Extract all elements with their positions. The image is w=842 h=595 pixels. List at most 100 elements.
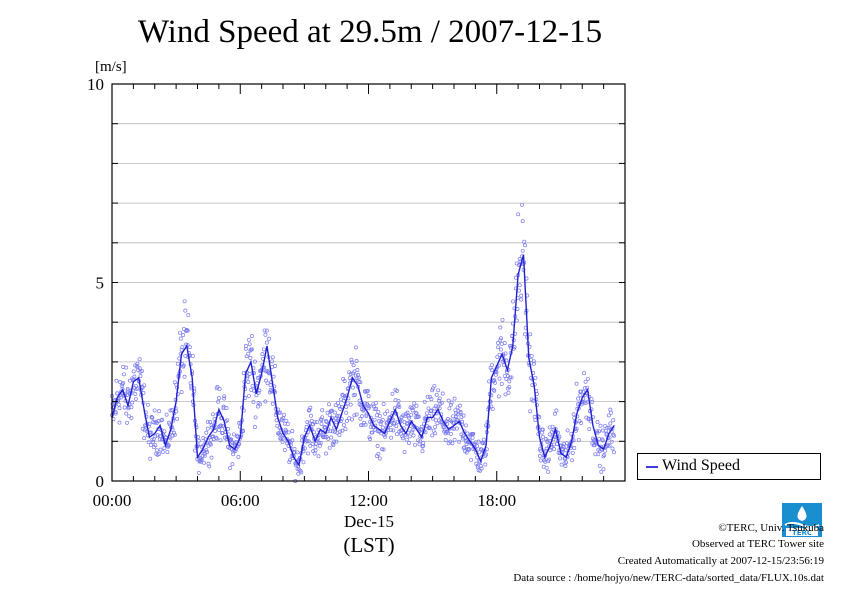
data-point xyxy=(352,369,357,374)
data-point xyxy=(531,361,536,366)
data-point xyxy=(202,453,207,458)
data-point xyxy=(380,425,385,430)
data-point xyxy=(332,429,337,434)
data-point xyxy=(377,456,382,461)
data-point xyxy=(196,470,201,475)
data-point xyxy=(478,464,483,468)
data-point xyxy=(586,417,591,422)
data-point xyxy=(215,384,220,389)
data-point xyxy=(271,374,276,379)
data-point xyxy=(374,406,379,411)
data-point xyxy=(520,248,525,253)
data-point xyxy=(220,424,225,429)
data-point xyxy=(563,464,568,468)
data-point xyxy=(500,317,505,322)
data-point xyxy=(350,385,355,390)
data-point xyxy=(492,378,497,383)
data-point xyxy=(193,448,197,453)
data-point xyxy=(517,283,522,288)
data-point xyxy=(152,408,157,413)
data-point xyxy=(133,396,138,401)
data-point xyxy=(137,357,142,362)
data-point xyxy=(124,365,129,370)
data-point xyxy=(222,394,227,399)
data-point xyxy=(221,404,226,409)
data-point xyxy=(380,447,385,452)
data-point xyxy=(270,355,275,360)
data-point xyxy=(585,385,590,390)
data-point xyxy=(162,446,167,451)
data-point xyxy=(370,430,375,435)
data-point xyxy=(160,449,165,454)
data-point xyxy=(278,436,283,441)
data-point xyxy=(446,398,451,403)
data-point xyxy=(243,346,248,351)
data-point xyxy=(576,396,581,401)
data-point xyxy=(187,345,192,350)
data-point xyxy=(601,467,606,472)
data-point xyxy=(461,413,466,418)
data-point xyxy=(610,446,615,451)
data-point xyxy=(496,345,500,350)
data-point xyxy=(181,363,186,368)
data-point xyxy=(178,330,183,335)
data-point xyxy=(168,436,173,441)
data-point xyxy=(433,404,438,409)
data-point xyxy=(531,398,536,403)
data-point xyxy=(493,380,497,385)
data-point xyxy=(490,362,494,367)
data-point xyxy=(612,450,616,455)
data-point xyxy=(367,404,372,409)
data-point xyxy=(359,423,364,428)
data-point xyxy=(429,397,434,402)
data-point xyxy=(117,406,122,411)
data-point xyxy=(509,375,514,380)
data-point xyxy=(495,354,500,359)
x-axis-label: (LST) xyxy=(343,533,394,557)
data-point xyxy=(390,391,395,396)
data-point xyxy=(327,402,331,407)
data-point xyxy=(452,437,457,442)
data-point xyxy=(307,407,312,412)
data-point xyxy=(340,428,345,433)
data-point xyxy=(116,402,121,407)
data-point xyxy=(243,344,248,348)
data-point xyxy=(280,439,285,444)
data-point xyxy=(255,404,260,409)
data-point xyxy=(267,336,272,341)
data-point xyxy=(341,423,346,428)
data-point xyxy=(422,399,427,404)
data-point xyxy=(395,389,399,393)
data-point xyxy=(352,413,357,418)
data-point xyxy=(448,431,453,436)
data-point xyxy=(246,351,251,356)
data-point xyxy=(313,445,318,449)
data-point xyxy=(222,396,227,401)
data-point xyxy=(413,425,417,430)
data-point xyxy=(129,405,134,410)
data-point xyxy=(137,366,142,371)
data-point xyxy=(493,372,498,377)
data-point xyxy=(611,432,616,437)
data-point xyxy=(452,396,457,401)
data-point xyxy=(319,417,324,422)
data-point xyxy=(552,411,557,416)
data-point xyxy=(502,341,507,345)
data-point xyxy=(376,409,381,414)
data-point xyxy=(172,432,177,437)
data-point xyxy=(426,426,431,431)
data-point xyxy=(420,449,425,454)
data-point xyxy=(158,447,163,452)
data-point xyxy=(421,441,426,446)
data-point xyxy=(312,420,317,425)
data-point xyxy=(579,389,584,394)
data-point xyxy=(142,436,147,441)
data-point xyxy=(327,413,332,417)
data-point xyxy=(132,374,137,379)
data-point xyxy=(579,421,584,425)
data-point xyxy=(249,334,254,338)
data-point xyxy=(414,403,419,408)
data-point xyxy=(595,420,600,424)
data-point xyxy=(324,419,329,424)
chart-title: Wind Speed at 29.5m / 2007-12-15 xyxy=(137,14,603,50)
